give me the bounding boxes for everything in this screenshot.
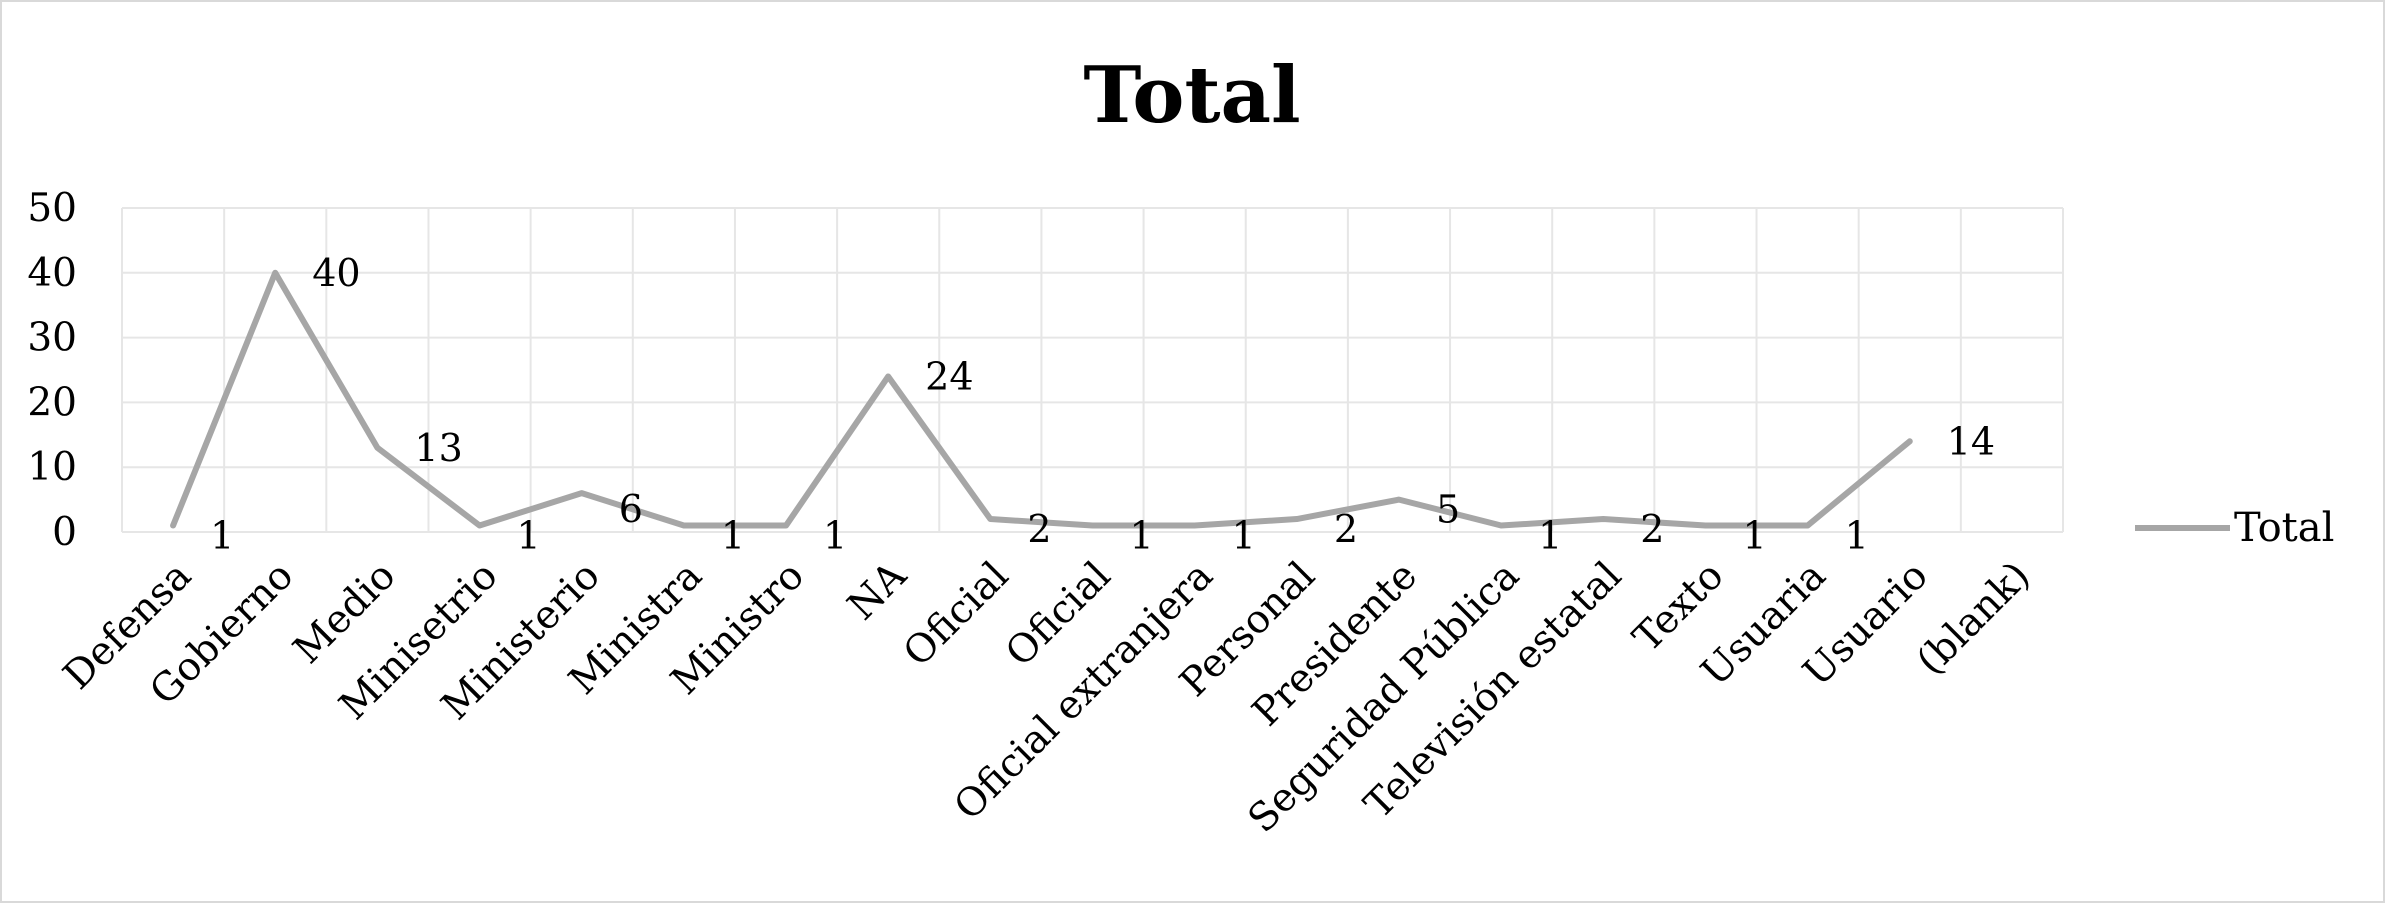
- data-point: [1499, 523, 1504, 528]
- x-category-label: Oficial: [895, 553, 1017, 675]
- data-point: [273, 270, 278, 275]
- data-label: 1: [1538, 514, 1562, 558]
- data-label: 24: [925, 354, 973, 398]
- data-label: 40: [312, 251, 360, 295]
- legend: Total: [2135, 505, 2334, 551]
- data-point: [1703, 523, 1708, 528]
- y-tick-label: 0: [52, 510, 77, 555]
- data-label: 1: [1130, 514, 1154, 558]
- chart-title: Total: [1083, 50, 1300, 141]
- series-line: [170, 269, 1913, 529]
- data-point: [171, 523, 176, 528]
- y-axis-ticks: 0 10 20 30 40 50: [27, 186, 77, 555]
- data-point: [1805, 523, 1810, 528]
- y-tick-label: 10: [27, 445, 77, 490]
- data-label: 1: [721, 514, 745, 558]
- data-point: [375, 445, 380, 450]
- data-label: 1: [517, 514, 541, 558]
- data-label: 13: [414, 426, 462, 470]
- data-point: [1294, 517, 1299, 522]
- y-tick-label: 20: [27, 380, 77, 425]
- data-label: 2: [1027, 507, 1051, 551]
- x-category-label: (blank): [1908, 553, 2039, 684]
- data-label: 5: [1436, 488, 1460, 532]
- data-label: 1: [210, 514, 234, 558]
- data-point: [1192, 523, 1197, 528]
- legend-label: Total: [2234, 505, 2334, 551]
- gridlines: [121, 207, 2064, 533]
- data-point: [1601, 517, 1606, 522]
- data-point: [784, 523, 789, 528]
- x-category-label: NA: [839, 553, 915, 629]
- data-label: 2: [1334, 507, 1358, 551]
- data-point: [681, 523, 686, 528]
- data-point: [886, 374, 891, 379]
- y-tick-label: 30: [27, 316, 77, 361]
- data-point: [1907, 439, 1912, 444]
- data-label: 1: [1742, 514, 1766, 558]
- x-axis-categories: DefensaGobiernoMedioMinisetrioMinisterio…: [55, 553, 2039, 842]
- y-tick-label: 50: [27, 186, 77, 231]
- data-point: [579, 491, 584, 496]
- data-label: 2: [1640, 507, 1664, 551]
- data-label: 1: [1845, 514, 1869, 558]
- data-label: 1: [823, 514, 847, 558]
- data-point: [477, 523, 482, 528]
- data-point: [988, 517, 993, 522]
- data-point: [1090, 523, 1095, 528]
- y-tick-label: 40: [27, 251, 77, 296]
- series-group: [170, 269, 1913, 529]
- data-label: 1: [1232, 514, 1256, 558]
- data-label: 14: [1947, 419, 1995, 463]
- data-label: 6: [619, 487, 643, 531]
- data-point: [1396, 497, 1401, 502]
